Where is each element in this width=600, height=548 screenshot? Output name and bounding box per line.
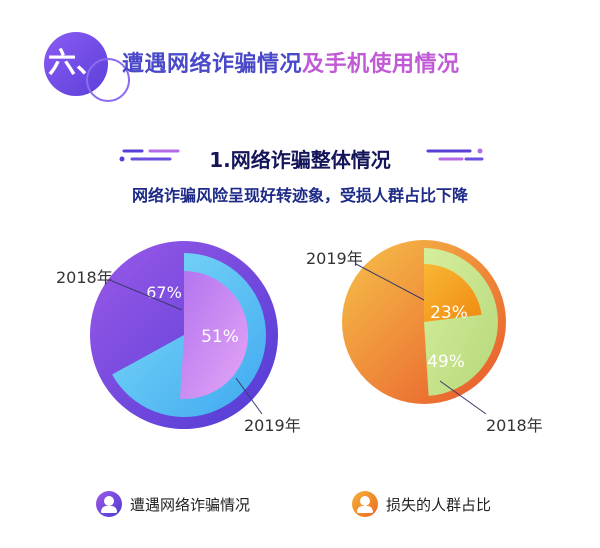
category-label-2018: 2018年 xyxy=(56,268,113,287)
legend-label-loss: 损失的人群占比 xyxy=(386,495,492,514)
subtitle-decoration xyxy=(119,148,484,162)
legend-label-fraud: 遭遇网络诈骗情况 xyxy=(130,495,251,514)
pie-chart-loss: 49% 23% 2019年 2018年 xyxy=(306,240,543,435)
category-label-2018: 2018年 xyxy=(486,416,543,435)
user-icon xyxy=(96,491,122,517)
slice-2019 xyxy=(424,264,482,322)
legend-item-fraud: 遭遇网络诈骗情况 xyxy=(96,486,250,522)
badge-ring-decoration xyxy=(86,58,130,102)
slice-2019 xyxy=(179,270,249,399)
category-label-2019: 2019年 xyxy=(244,416,301,435)
data-label-2018: 67% xyxy=(146,283,182,302)
leader-line-2019 xyxy=(235,377,263,415)
pie-chart-fraud: 67% 51% 2018年 2019年 xyxy=(56,241,301,435)
section-title-part1: 遭遇网络诈骗情况 xyxy=(122,52,303,77)
person-icon xyxy=(352,491,378,517)
section-title: 遭遇网络诈骗情况及手机使用情况 xyxy=(122,46,460,78)
headline: 网络诈骗风险呈现好转迹象，受损人群占比下降 xyxy=(131,186,468,205)
category-label-2019: 2019年 xyxy=(306,249,363,268)
section-title-part2: 及手机使用情况 xyxy=(302,52,460,77)
section-number: 六、 xyxy=(47,46,104,79)
subsection-title: 1.网络诈骗整体情况 xyxy=(209,148,391,172)
leader-line-2019 xyxy=(355,263,425,301)
data-label-2019: 51% xyxy=(201,327,239,347)
legend-item-loss: 损失的人群占比 xyxy=(352,486,491,522)
data-label-2019: 23% xyxy=(430,303,468,323)
leader-line-2018 xyxy=(111,280,183,311)
leader-line-2018 xyxy=(439,380,487,415)
data-label-2018: 49% xyxy=(427,352,465,372)
